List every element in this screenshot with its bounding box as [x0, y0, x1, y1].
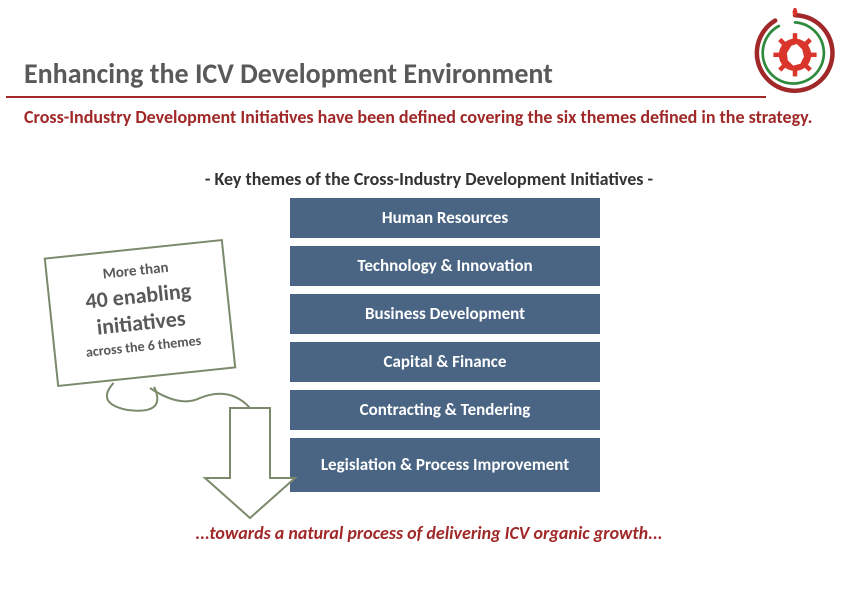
title-underline	[6, 96, 766, 98]
section-title: - Key themes of the Cross-Industry Devel…	[0, 168, 858, 190]
theme-box: Technology & Innovation	[290, 246, 600, 286]
subtitle-text: Cross-Industry Development Initiatives h…	[24, 106, 824, 129]
theme-box: Legislation & Process Improvement	[290, 438, 600, 492]
footer-tagline: ...towards a natural process of deliveri…	[0, 522, 858, 544]
logo-emblem	[750, 8, 840, 98]
theme-box: Business Development	[290, 294, 600, 334]
page-title: Enhancing the ICV Development Environmen…	[24, 56, 553, 91]
scroll-arrow-icon	[30, 248, 260, 528]
theme-box: Contracting & Tendering	[290, 390, 600, 430]
callout-note: More than 40 enabling initiatives across…	[30, 248, 260, 518]
themes-list: Human Resources Technology & Innovation …	[290, 198, 600, 500]
theme-box: Capital & Finance	[290, 342, 600, 382]
theme-box: Human Resources	[290, 198, 600, 238]
